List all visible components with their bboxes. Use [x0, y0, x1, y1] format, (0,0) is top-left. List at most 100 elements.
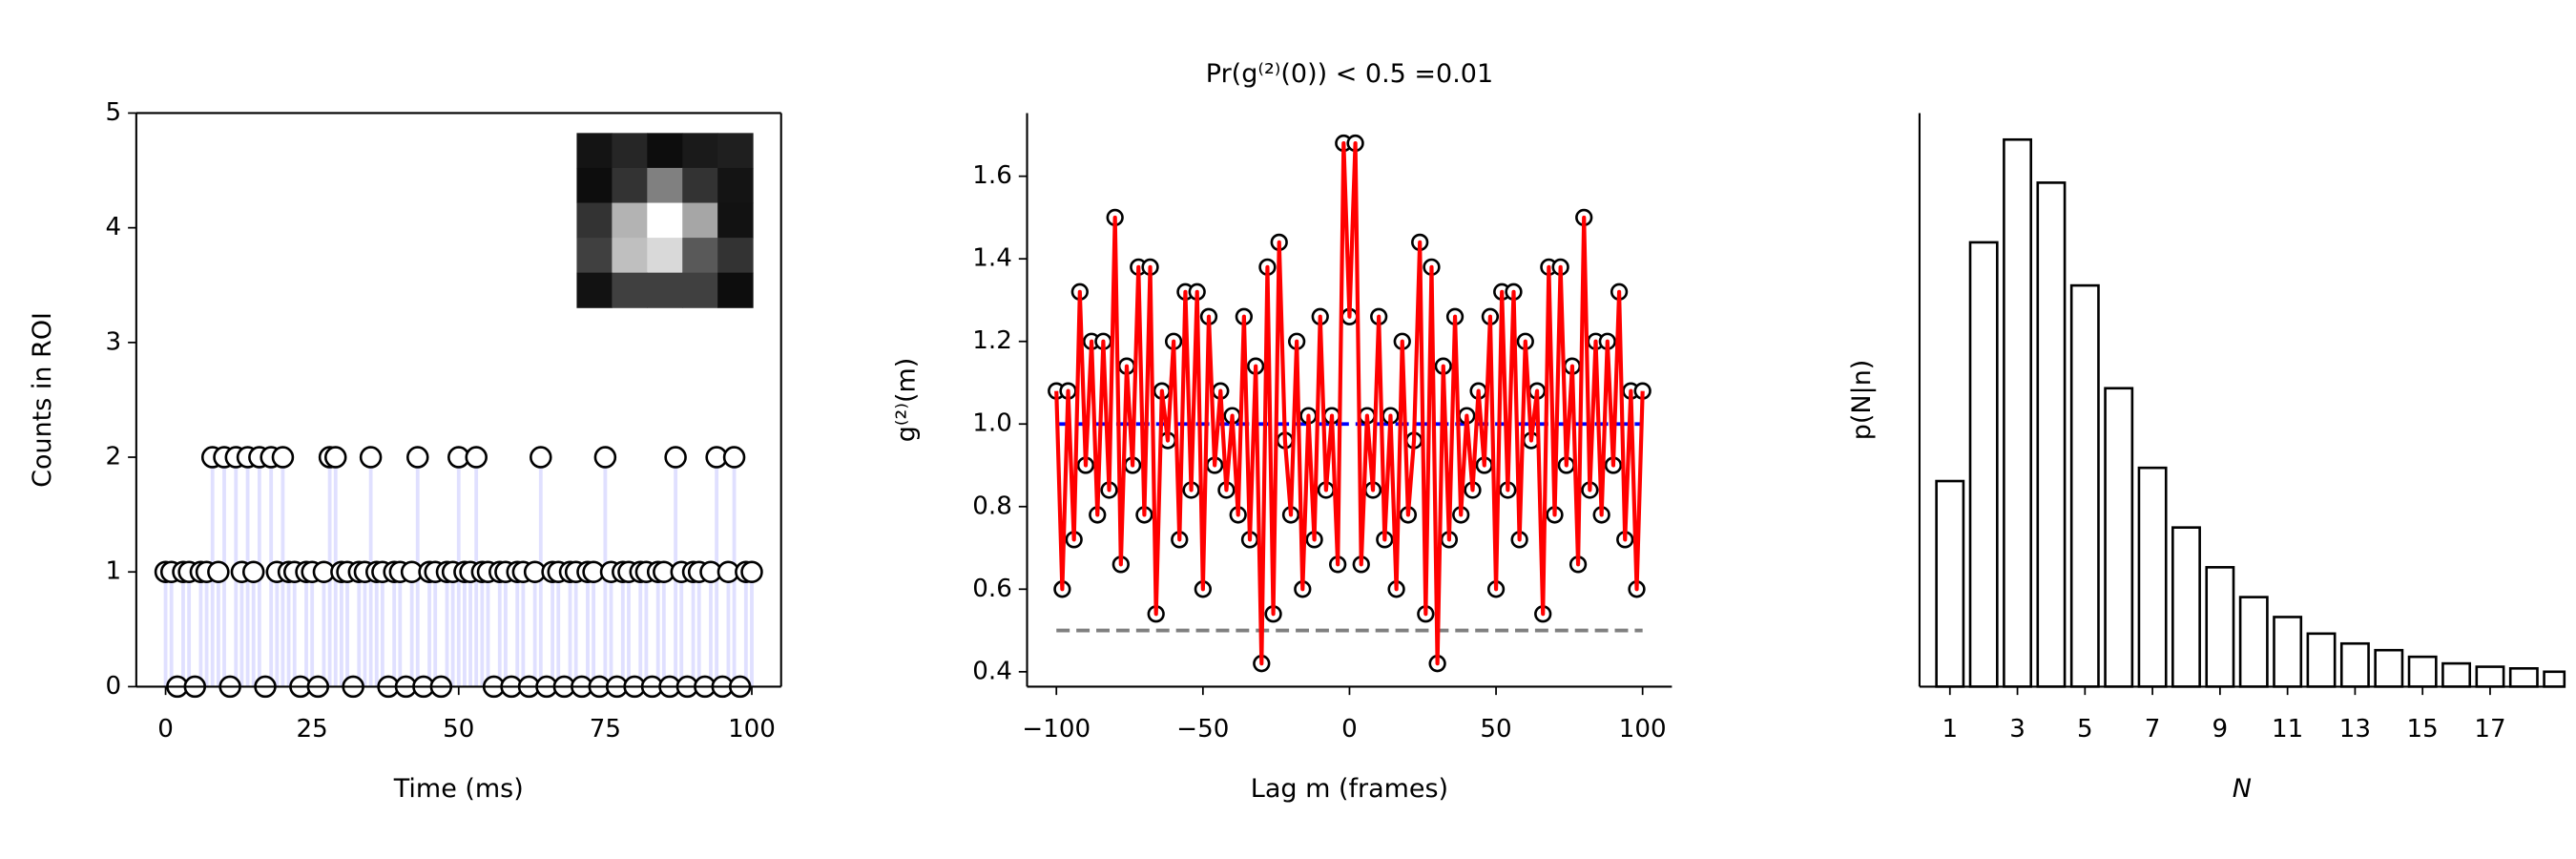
x-axis-label: N [2233, 774, 2252, 804]
g2-line [1054, 140, 1645, 666]
inset-pixel [576, 202, 613, 239]
inset-pixel [647, 238, 683, 274]
x-tick-label: −50 [1176, 715, 1229, 744]
bar [2238, 596, 2269, 688]
inset-pixel [682, 167, 718, 204]
y-tick-label: 1 [106, 557, 122, 586]
x-tick-label: 17 [2474, 715, 2505, 744]
panel: −100 −50 0 50 100 0.4 0.6 0.8 1.0 1.2 1.4 1.6 Pr(g⁽²… [892, 59, 1672, 804]
inset-pixel [717, 133, 754, 169]
y-tick-label: 1.4 [972, 244, 1012, 273]
bar [2407, 655, 2438, 688]
panel: 0 25 50 75 100 0 1 2 3 4 5 Time (ms) Counts in ROI [28, 98, 782, 804]
bar [2273, 616, 2303, 688]
bar [2137, 466, 2168, 688]
inset-pixel [576, 133, 613, 169]
inset-pixel [647, 133, 683, 169]
inset-pixel [612, 167, 648, 204]
y-tick-label: 1.6 [972, 161, 1012, 190]
x-tick-label: 100 [728, 715, 776, 744]
x-tick-label: 0 [157, 715, 174, 744]
bar [2104, 387, 2134, 688]
x-axis-label: Time (ms) [393, 774, 524, 804]
x-tick-label: −100 [1022, 715, 1091, 744]
x-tick-label: 50 [1480, 715, 1511, 744]
x-tick-label: 50 [443, 715, 474, 744]
bar [2205, 566, 2235, 688]
bar [2475, 665, 2505, 688]
inset-pixel [682, 272, 718, 308]
bar [2508, 667, 2539, 688]
x-tick-label: 5 [2077, 715, 2093, 744]
inset-pixel [612, 202, 648, 239]
stem-marker [593, 446, 617, 469]
bar [2171, 526, 2201, 688]
stem-marker [359, 446, 383, 469]
bar [2069, 283, 2100, 688]
y-tick-label: 0.4 [972, 657, 1012, 685]
bar [2306, 632, 2337, 688]
bar [2003, 137, 2033, 688]
stem-marker [207, 560, 230, 583]
bar [2441, 661, 2472, 688]
bar [2339, 641, 2370, 688]
x-tick-label: 11 [2272, 715, 2303, 744]
panel-title: Pr(g⁽²⁾(0)) < 0.5 =0.01 [1206, 59, 1493, 89]
stem-marker [740, 560, 763, 583]
inset-pixel [717, 238, 754, 274]
stem-marker [271, 446, 295, 469]
inset-pixel [647, 202, 683, 239]
y-tick-label: 0.6 [972, 575, 1012, 603]
inset-pixel [717, 167, 754, 204]
stem-marker [465, 446, 488, 469]
stem-marker [406, 446, 429, 469]
x-tick-label: 7 [2145, 715, 2161, 744]
inset-pixel [717, 202, 754, 239]
x-tick-label: 15 [2407, 715, 2439, 744]
bar [2374, 648, 2404, 688]
y-axis-label: g⁽²⁾(m) [892, 358, 922, 443]
stem-marker [722, 446, 746, 469]
inset-pixel [576, 272, 613, 308]
stem-marker [323, 446, 347, 469]
y-tick-label: 2 [106, 443, 122, 471]
x-tick-label: 13 [2339, 715, 2371, 744]
inset-pixel [682, 133, 718, 169]
inset-pixel [576, 238, 613, 274]
x-tick-label: 9 [2212, 715, 2229, 744]
x-tick-label: 100 [1619, 715, 1667, 744]
y-tick-label: 4 [106, 213, 122, 241]
inset-pixel [682, 202, 718, 239]
inset-pixel [612, 272, 648, 308]
bar [1968, 241, 1999, 688]
inset-pixel [717, 272, 754, 308]
x-tick-label: 0 [1341, 715, 1358, 744]
stem-marker [664, 446, 687, 469]
y-axis-label: p(N|n) [1847, 360, 1877, 441]
inset-pixel [612, 238, 648, 274]
bar [2543, 670, 2566, 688]
inset-pixel [612, 133, 648, 169]
inset-pixel [647, 272, 683, 308]
y-tick-label: 1.2 [972, 326, 1012, 355]
inset-pixel [647, 167, 683, 204]
x-tick-label: 75 [590, 715, 621, 744]
y-tick-label: 0.8 [972, 492, 1012, 520]
y-axis-label: Counts in ROI [28, 312, 57, 488]
x-tick-label: 1 [1942, 715, 1958, 744]
bar [2036, 181, 2067, 688]
y-tick-label: 5 [106, 98, 122, 127]
x-axis-label: Lag m (frames) [1251, 774, 1448, 804]
bar [1935, 479, 1965, 688]
inset-pixel [576, 167, 613, 204]
x-tick-label: 3 [2009, 715, 2025, 744]
y-tick-label: 3 [106, 327, 122, 356]
inset-pixel [682, 238, 718, 274]
x-tick-label: 25 [297, 715, 328, 744]
stem-marker [241, 560, 265, 583]
y-tick-label: 1.0 [972, 409, 1012, 438]
y-tick-label: 0 [106, 672, 122, 701]
